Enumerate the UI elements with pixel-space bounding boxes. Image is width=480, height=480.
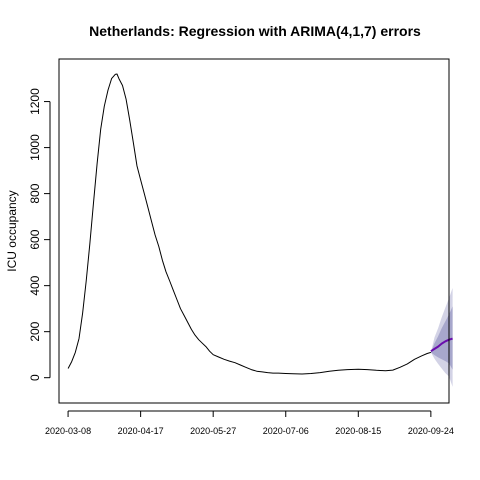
series-line-observed [67,73,432,375]
y-axis-label: ICU occupancy [5,190,19,271]
forecast-intervals [430,287,453,387]
interval-band-80 [430,306,453,370]
x-axis: 2020-03-08 2020-04-17 2020-05-27 2020-07-06… [45,410,454,436]
x-tick-label: 2020-08-15 [335,426,381,436]
chart-title: Netherlands: Regression with ARIMA(4,1,7… [89,23,421,39]
y-tick-label: 0 [28,374,42,381]
y-tick-label: 200 [28,321,42,341]
y-axis: 0 200 400 600 800 1000 1200 [28,88,51,381]
y-tick-label: 800 [28,183,42,203]
x-tick-label: 2020-03-08 [45,426,91,436]
y-tick-label: 1200 [28,88,42,115]
x-tick-label: 2020-04-17 [118,426,164,436]
series-lines [67,73,453,375]
x-tick-label: 2020-09-24 [408,426,454,436]
x-tick-label: 2020-05-27 [190,426,236,436]
x-tick-label: 2020-07-06 [263,426,309,436]
y-tick-label: 400 [28,275,42,295]
y-tick-label: 1000 [28,134,42,161]
plot-frame [58,58,450,404]
y-tick-label: 600 [28,229,42,249]
